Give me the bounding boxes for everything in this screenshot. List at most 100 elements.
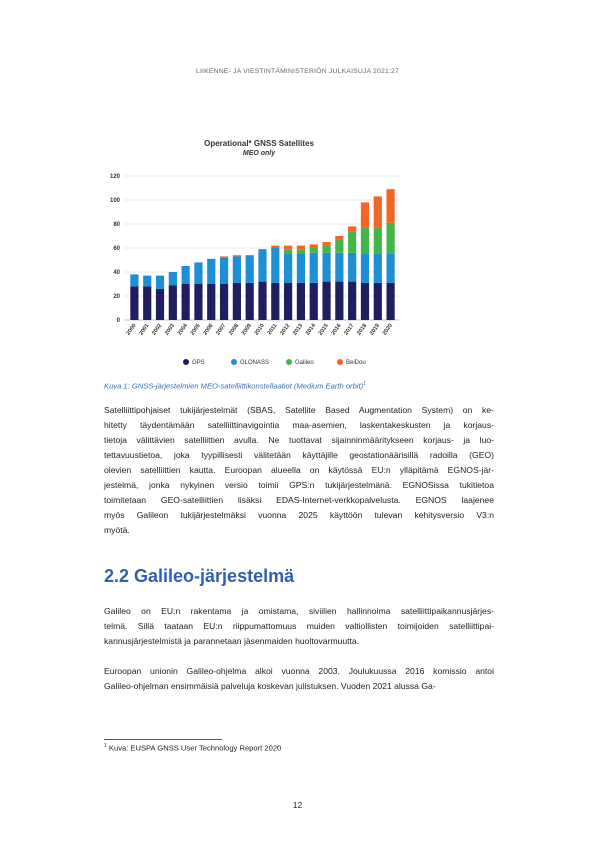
chart-title: Operational* GNSS Satellites (204, 139, 314, 148)
y-tick-label: 100 (110, 198, 121, 204)
bar-segment (181, 266, 190, 284)
footnote-ref: 1 (104, 743, 107, 749)
bar-segment (219, 257, 229, 284)
bar-segment (373, 254, 382, 283)
y-tick-label: 40 (113, 270, 120, 276)
bar-segment (373, 196, 382, 228)
y-tick-label: 120 (110, 174, 121, 180)
bar-segment (322, 242, 331, 246)
bar-segment (219, 284, 229, 320)
running-header: LIIKENNE- JA VIESTINTÄMINISTERIÖN JULKAI… (195, 68, 400, 75)
legend-marker (286, 359, 292, 365)
bar-segment (130, 274, 139, 287)
figure-caption-ref: 1 (363, 381, 366, 387)
text-line: Galileo-ohjelman ensimmäisiä palveluja k… (104, 681, 436, 691)
bar-segment (322, 252, 331, 282)
bar-segment (386, 254, 395, 283)
text-line: myös Galileon tukijärjestelmäksi vuonna … (104, 510, 494, 520)
bar-segment (309, 244, 318, 248)
text-line: Galileo on EU:n rakentama ja omistama, s… (104, 606, 494, 616)
bar-segment (181, 284, 190, 320)
bar-segment (207, 284, 216, 320)
bar-segment (258, 249, 267, 282)
x-tick-label: 2008 (228, 323, 240, 337)
page-number: 12 (292, 800, 303, 810)
bar-segment (335, 252, 344, 282)
section-heading: 2.2 Galileo-järjestelmä (104, 566, 295, 586)
bar-segment (168, 285, 177, 320)
bar-segment (373, 227, 382, 254)
text-line: jestelmä, jonka nykyinen versio toimii G… (104, 480, 494, 490)
bar-segment (348, 231, 357, 253)
x-tick-label: 2009 (241, 323, 253, 337)
bar-segment (232, 256, 241, 283)
x-tick-label: 2016 (331, 323, 343, 337)
bar-segment (373, 282, 382, 320)
y-tick-label: 20 (113, 294, 120, 300)
legend-label: BeiDou (346, 360, 366, 366)
bar-segment (232, 255, 241, 257)
x-tick-label: 2012 (279, 323, 291, 337)
bar-segment (309, 282, 318, 320)
bar-segment (194, 284, 203, 320)
text-line: olevien satelliittien kautta. Euroopan a… (104, 465, 494, 475)
bar-segment (296, 254, 306, 283)
x-tick-label: 2010 (254, 323, 266, 337)
x-tick-label: 2001 (138, 323, 150, 337)
y-tick-label: 60 (113, 246, 120, 252)
chart-subtitle: MEO only (243, 150, 276, 157)
x-tick-label: 2000 (126, 323, 138, 337)
bar-segment (360, 227, 370, 254)
bar-segment (219, 256, 229, 258)
x-tick-label: 2011 (267, 323, 279, 336)
x-tick-label: 2004 (177, 322, 190, 336)
bar-segment (322, 281, 331, 320)
y-tick-label: 0 (117, 318, 121, 324)
bar-segment (284, 245, 293, 250)
bar-segment (386, 189, 395, 223)
x-tick-label: 2007 (215, 323, 227, 337)
bar-segment (155, 275, 165, 289)
paragraph-galileo-history: Euroopan unionin Galileo-ohjelma alkoi v… (104, 664, 494, 694)
bar-segment (386, 222, 395, 254)
text-line: Satelliittipohjaiset tukijärjestelmät (S… (104, 405, 494, 415)
bar-segment (360, 282, 370, 320)
bar-segment (245, 282, 254, 320)
x-tick-label: 2002 (151, 323, 163, 337)
bar-segment (271, 282, 280, 320)
bar-segment (232, 282, 241, 320)
footnote: 1 Kuva: EUSPA GNSS User Technology Repor… (104, 743, 281, 753)
legend-label: Galileo (295, 360, 314, 366)
gnss-chart-svg: Operational* GNSS Satellites MEO only 0 20 4… (110, 139, 399, 366)
paragraph-sbas: Satelliittipohjaiset tukijärjestelmät (S… (104, 403, 494, 538)
bar-segment (143, 286, 152, 320)
bar-segment (322, 245, 331, 253)
x-tick-label: 2015 (318, 323, 330, 337)
x-tick-label: 2018 (356, 323, 368, 337)
paragraph-galileo-intro: Galileo on EU:n rakentama ja omistama, s… (104, 604, 494, 649)
footnote-text: Kuva: EUSPA GNSS User Technology Report … (108, 743, 282, 753)
bar-segment (296, 245, 306, 250)
text-line: telmä. Sillä taataan EU:n riippumattomuu… (104, 621, 494, 631)
legend-marker (231, 359, 237, 365)
text-line: kannusjärjestelmistä ja parannetaan jäse… (104, 636, 360, 646)
bar-segment (284, 282, 293, 320)
gnss-chart: Operational* GNSS Satellites MEO only 0 20 4… (104, 132, 414, 372)
bar-segment (194, 262, 203, 284)
bar-segment (271, 248, 280, 283)
legend-marker (183, 359, 189, 365)
bar-segment (309, 248, 318, 253)
bar-segment (168, 272, 177, 286)
bar-segment (296, 282, 306, 320)
bar-segment (386, 282, 395, 320)
x-tick-label: 2003 (164, 323, 176, 337)
text-line: myötä. (104, 525, 130, 535)
bar-segment (348, 226, 357, 232)
legend-label: GLONASS (240, 360, 269, 366)
bar-segment (155, 288, 165, 320)
bar-segment (296, 249, 306, 254)
x-tick-label: 2005 (190, 323, 202, 337)
x-tick-label: 2019 (369, 323, 381, 337)
bar-segment (309, 252, 318, 283)
x-tick-label: 2017 (343, 323, 355, 337)
